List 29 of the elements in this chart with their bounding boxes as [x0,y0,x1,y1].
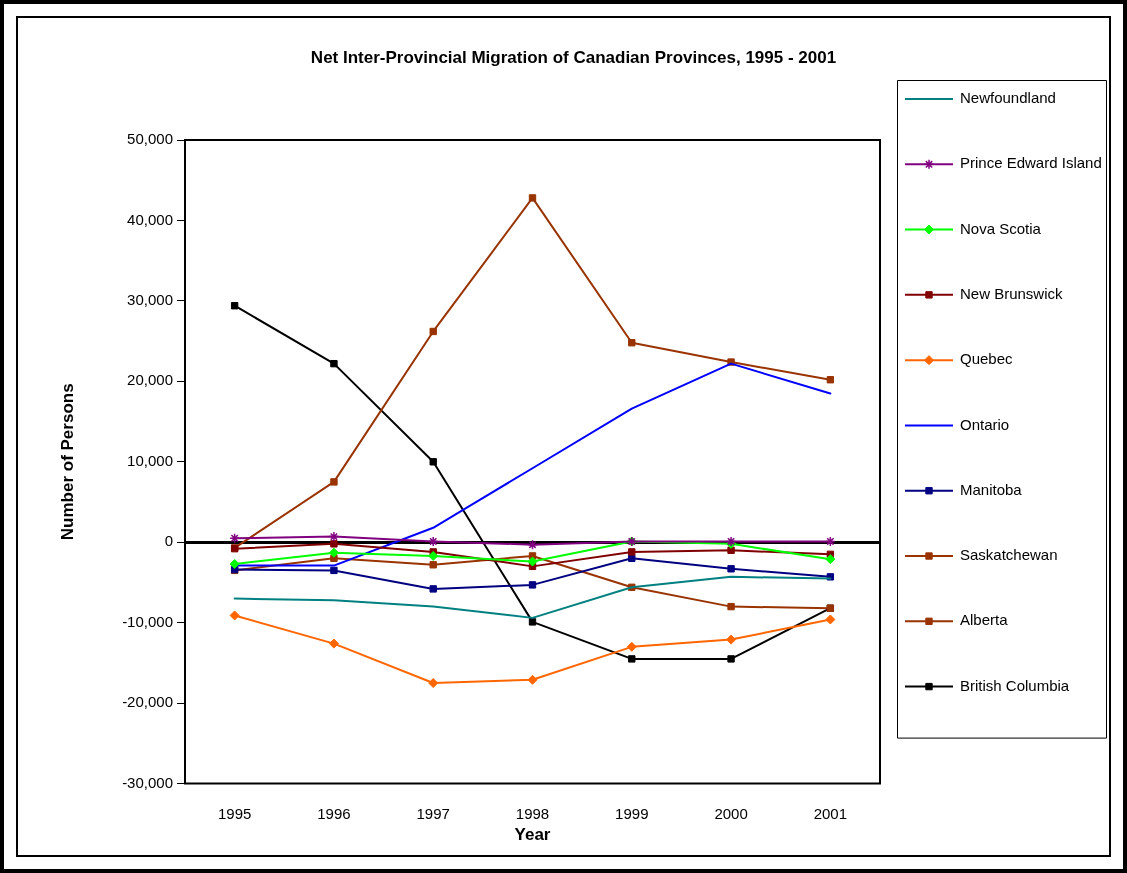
legend-label: Quebec [960,350,1014,368]
legend-label: British Columbia [960,676,1070,694]
legend-label: Saskatchewan [960,546,1058,564]
legend-label: Alberta [960,611,1009,629]
y-tick-label: 30,000 [127,291,173,309]
x-tick-label: 1999 [615,804,649,822]
y-axis-title: Number of Persons [57,383,77,541]
legend-label: Prince Edward Island [960,154,1102,172]
legend-label: Newfoundland [960,89,1056,107]
y-tick-label: 10,000 [127,451,173,469]
x-tick-label: 2001 [813,804,848,822]
y-tick-label: 0 [164,532,173,550]
legend-label: New Brunswick [960,285,1064,303]
x-tick-label: 2000 [714,804,748,822]
x-axis-title: Year [514,825,551,845]
y-tick-label: -10,000 [122,612,173,630]
x-tick-label: 1995 [217,804,252,822]
y-tick-label: 40,000 [127,210,173,228]
y-tick-label: -20,000 [122,693,173,711]
x-tick-label: 1996 [317,804,351,822]
y-tick-label: -30,000 [122,773,173,791]
legend-label: Nova Scotia [960,219,1042,237]
legend-label: Manitoba [960,480,1023,498]
x-tick-label: 1997 [416,804,450,822]
y-tick-label: 50,000 [127,130,173,148]
chart-title: Net Inter-Provincial Migration of Canadian Provinces, 1995 - 2001 [310,47,837,67]
y-tick-label: 20,000 [127,371,173,389]
x-tick-label: 1998 [515,804,550,822]
legend-label: Ontario [960,415,1010,433]
